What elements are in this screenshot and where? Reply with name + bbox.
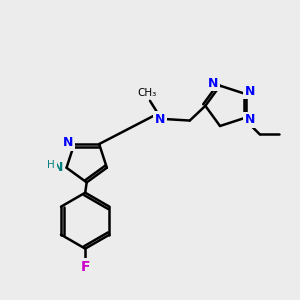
Text: F: F [80, 260, 90, 274]
Text: N: N [245, 85, 255, 98]
Text: H: H [47, 160, 55, 170]
Text: N: N [63, 136, 73, 149]
Text: N: N [245, 113, 255, 126]
Text: N: N [208, 77, 219, 90]
Text: N: N [155, 112, 166, 126]
Text: CH₃: CH₃ [137, 88, 157, 98]
Text: N: N [53, 161, 64, 174]
